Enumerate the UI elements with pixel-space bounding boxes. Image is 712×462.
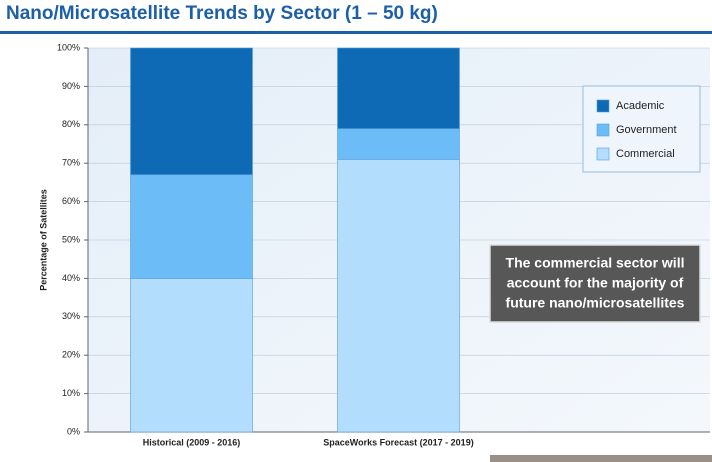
y-tick-label: 60% [62, 196, 80, 206]
y-axis-label: Percentage of Satellites [38, 189, 48, 291]
annotation-text: The commercial sector will [506, 255, 685, 271]
bar-segment [130, 278, 253, 433]
legend-label: Commercial [616, 148, 675, 160]
annotation-box [489, 244, 701, 323]
y-tick-label: 70% [62, 158, 80, 168]
y-tick-label: 0% [67, 426, 80, 436]
y-tick-label: 100% [57, 42, 80, 52]
bar-segment [337, 128, 460, 160]
legend-swatch [596, 147, 610, 161]
y-tick-label: 20% [62, 350, 80, 360]
annotation-text: future nano/microsatellites [506, 295, 685, 311]
chart-title: Nano/Microsatellite Trends by Sector (1 … [6, 3, 438, 24]
legend-label: Government [616, 124, 677, 136]
bar-segment [337, 159, 460, 433]
y-tick-label: 30% [62, 311, 80, 321]
y-tick-label: 80% [62, 119, 80, 129]
legend-swatch [596, 99, 610, 113]
bar-segment [130, 174, 253, 279]
bar-segment [130, 47, 253, 176]
legend-swatch [596, 123, 610, 137]
y-tick-label: 50% [62, 234, 80, 244]
y-tick-label: 10% [62, 388, 80, 398]
bar-segment [337, 47, 460, 129]
annotation-text: account for the majority of [507, 275, 684, 291]
title-rule [0, 31, 712, 34]
photo-fragment [490, 455, 712, 462]
y-tick-label: 90% [62, 81, 80, 91]
legend-label: Academic [616, 100, 665, 112]
y-tick-label: 40% [62, 273, 80, 283]
x-tick-label: Historical (2009 - 2016) [143, 437, 241, 447]
x-tick-label: SpaceWorks Forecast (2017 - 2019) [323, 437, 473, 447]
